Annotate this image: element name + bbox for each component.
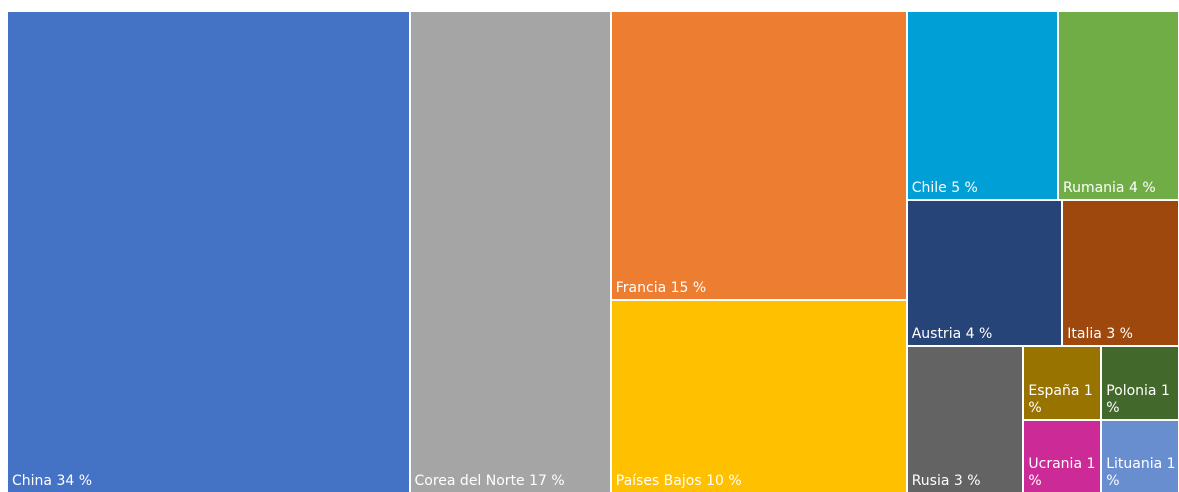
value-label: 5 % [951,179,978,196]
treemap-cell: Rumania 4 % [1057,11,1179,200]
value-label: 1 % [1106,455,1176,489]
category-name: Ucrania [1028,455,1083,472]
treemap-cell: Chile 5 % [906,11,1058,200]
treemap-cell: España 1 % [1023,346,1102,420]
value-label: 15 % [670,280,707,297]
cell-label: Corea del Norte 17 % [415,473,608,490]
category-name: China [12,473,52,489]
treemap-cell: Rusia 3 % [906,346,1024,492]
category-name: Corea del Norte [414,473,525,489]
value-label: 4 % [1128,179,1156,196]
treemap-cell: Países Bajos 10 % [610,300,907,492]
value-label: 1 % [1028,382,1093,416]
cell-label: Chile 5 % [912,180,1055,197]
category-name: Polonia [1106,382,1157,399]
value-label: 3 % [1106,326,1133,343]
cell-label: Polonia 1 % [1106,383,1176,417]
cell-label: China 34 % [12,473,407,490]
cell-label: Lituania 1 % [1106,456,1176,490]
cell-label: España 1 % [1028,383,1098,417]
cell-label: Austria 4 % [912,326,1060,343]
category-name: Francia [615,280,667,297]
value-label: 1 % [1028,455,1096,489]
category-name: Austria [911,326,962,343]
cell-label: Francia 15 % [616,280,904,297]
treemap-cell: Corea del Norte 17 % [409,11,611,492]
category-name: España [1028,382,1080,399]
treemap-cell: Polonia 1 % [1101,346,1179,420]
treemap-cell: Italia 3 % [1062,199,1179,347]
category-name: Chile [911,179,947,196]
treemap-cell: Ucrania 1 % [1023,419,1102,492]
value-label: 3 % [953,472,981,489]
cell-label: Países Bajos 10 % [616,473,904,490]
value-label: 17 % [529,473,565,489]
cell-label: Ucrania 1 % [1028,456,1098,490]
category-name: Rumania [1062,179,1125,196]
category-name: Lituania [1106,455,1163,472]
treemap-cell: Francia 15 % [610,11,907,301]
treemap-cell: China 34 % [7,11,410,492]
treemap-cell: Austria 4 % [906,199,1063,347]
cell-label: Rusia 3 % [912,473,1021,490]
value-label: 4 % [965,326,993,343]
category-name: Rusia [911,472,950,489]
treemap-cell: Lituania 1 % [1101,419,1179,492]
value-label: 34 % [56,473,93,489]
cell-label: Italia 3 % [1067,326,1176,343]
cell-label: Rumania 4 % [1063,180,1176,197]
value-label: 10 % [706,472,742,489]
category-name: Países Bajos [615,472,702,489]
value-label: 1 % [1106,382,1170,416]
category-name: Italia [1067,326,1102,343]
